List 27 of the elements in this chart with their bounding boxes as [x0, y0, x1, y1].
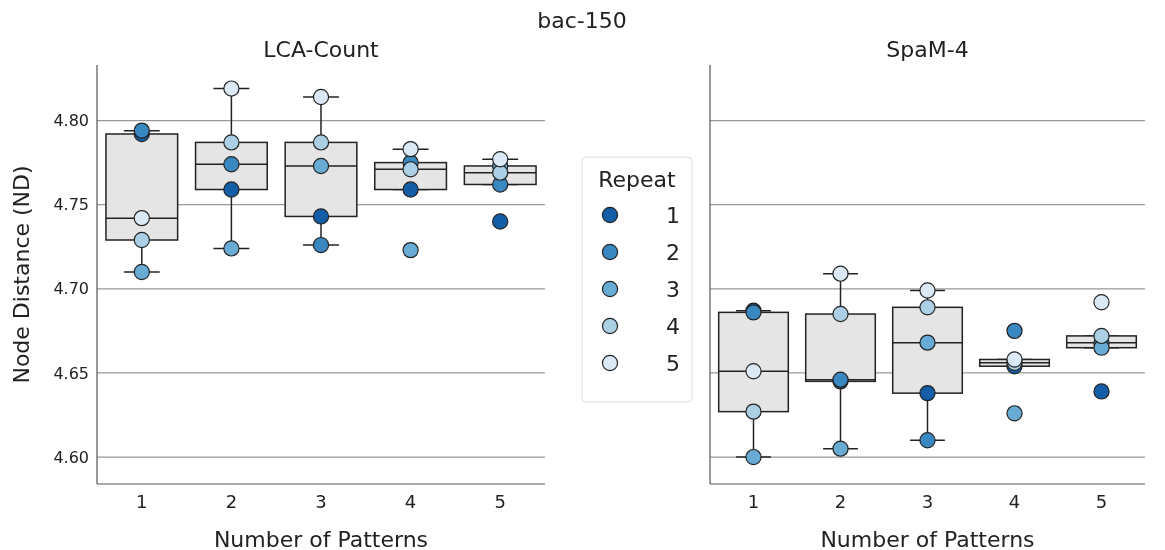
- x-tick-label: 3: [921, 491, 934, 512]
- chart-subtitle: bac-150: [537, 8, 627, 33]
- chart-title: LCA-Count: [263, 37, 380, 62]
- x-axis-title: Number of Patterns: [820, 527, 1035, 550]
- legend-label: 5: [666, 350, 680, 376]
- x-axis-title: Number of Patterns: [213, 527, 429, 550]
- y-tick-label: 4.65: [53, 363, 89, 383]
- y-axis-title: Node Distance (ND): [9, 165, 34, 384]
- legend-label: 3: [666, 276, 680, 302]
- legend-label: 4: [666, 313, 680, 339]
- x-tick-label: 4: [1008, 491, 1021, 512]
- x-tick-label: 5: [1095, 491, 1108, 512]
- x-tick-label: 5: [494, 491, 506, 512]
- y-tick-label: 4.60: [53, 447, 89, 467]
- legend-label: 2: [666, 239, 680, 265]
- x-tick-label: 2: [225, 491, 238, 512]
- x-tick-label: 4: [404, 491, 417, 512]
- y-tick-label: 4.75: [53, 195, 89, 215]
- x-tick-label: 3: [315, 491, 327, 512]
- y-tick-label: 4.70: [53, 279, 89, 299]
- legend-title: Repeat: [598, 167, 677, 192]
- chart-title: SpaM-4: [886, 37, 969, 62]
- x-tick-label: 1: [747, 491, 760, 512]
- legend-label: 1: [666, 202, 680, 228]
- y-tick-label: 4.80: [53, 111, 89, 131]
- x-tick-label: 2: [834, 491, 847, 512]
- x-tick-label: 1: [136, 491, 148, 512]
